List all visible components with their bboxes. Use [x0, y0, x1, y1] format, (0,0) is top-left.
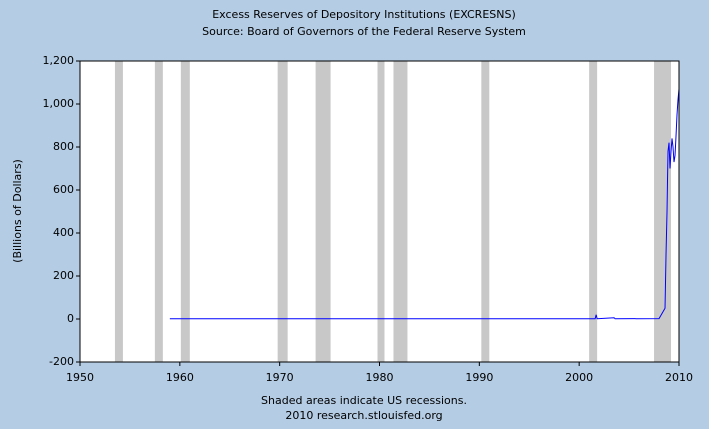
- y-tick-label: 0: [67, 312, 74, 325]
- x-tick-label: 1950: [66, 371, 94, 384]
- recession-band: [114, 61, 123, 362]
- x-tick-label: 1960: [166, 371, 194, 384]
- chart-title: Excess Reserves of Depository Institutio…: [212, 8, 516, 21]
- y-tick-label: 400: [53, 226, 74, 239]
- y-tick-label: 600: [53, 183, 74, 196]
- recession-band: [481, 61, 490, 362]
- y-tick-label: -200: [49, 355, 74, 368]
- recession-band: [654, 61, 672, 362]
- recession-band: [277, 61, 288, 362]
- recession-band: [589, 61, 598, 362]
- data-line: [169, 88, 680, 320]
- x-tick-label: 1980: [366, 371, 394, 384]
- chart-subtitle: Source: Board of Governors of the Federa…: [202, 25, 526, 38]
- note: 2010 research.stlouisfed.org: [285, 409, 442, 422]
- plot-border: [79, 60, 680, 363]
- x-tick-label: 1970: [266, 371, 294, 384]
- x-tick-label: 2000: [565, 371, 593, 384]
- recession-band: [154, 61, 163, 362]
- recession-band: [180, 61, 190, 362]
- y-tick-label: 1,200: [43, 54, 75, 67]
- x-tick-label: 1990: [465, 371, 493, 384]
- recession-band: [393, 61, 408, 362]
- y-tick-label: 1,000: [43, 97, 75, 110]
- y-axis-label: (Billions of Dollars): [11, 159, 24, 263]
- x-tick-label: 2010: [665, 371, 693, 384]
- recession-band: [315, 61, 331, 362]
- note: Shaded areas indicate US recessions.: [261, 394, 467, 407]
- y-tick-label: 800: [53, 140, 74, 153]
- y-tick-label: 200: [53, 269, 74, 282]
- recession-band: [377, 61, 385, 362]
